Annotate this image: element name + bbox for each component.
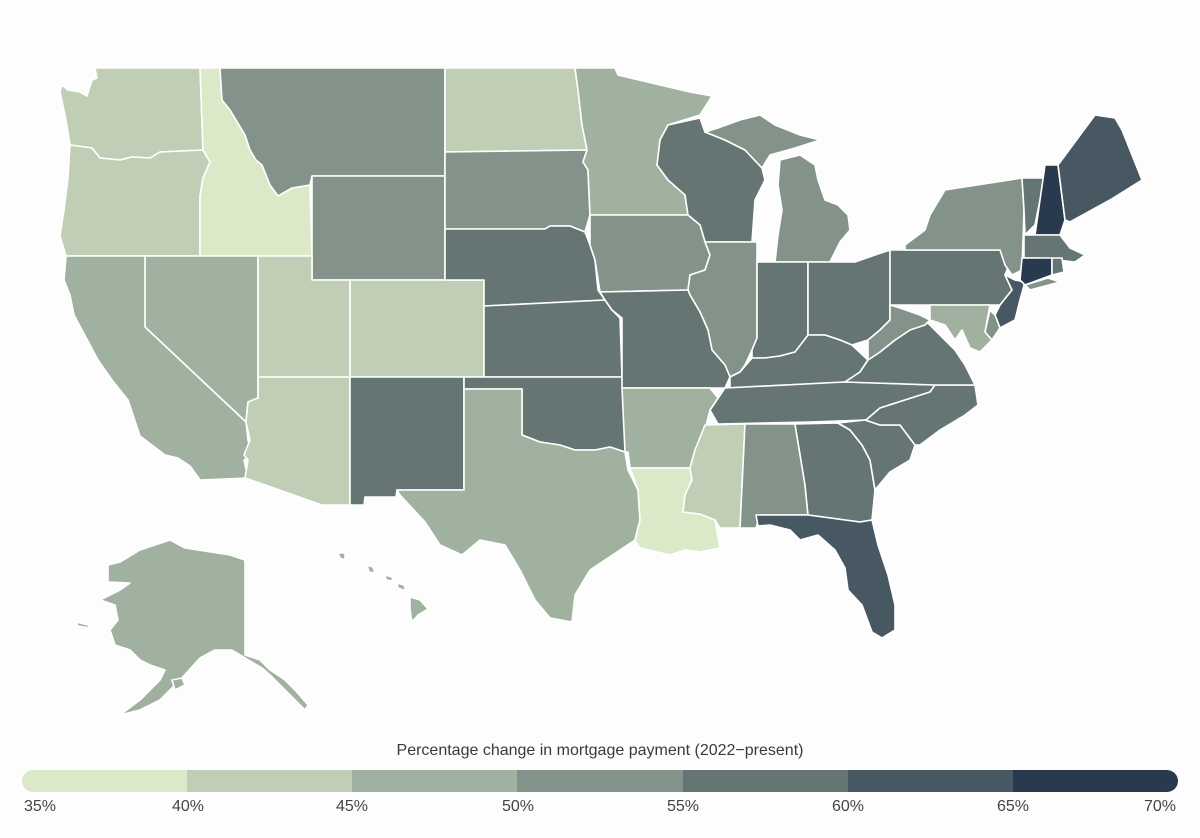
legend: Percentage change in mortgage payment (2… <box>0 730 1200 838</box>
state-mo[interactable] <box>599 289 731 389</box>
legend-tick: 35% <box>23 798 57 815</box>
state-pa[interactable] <box>889 249 1013 306</box>
legend-tick: 60% <box>831 798 865 815</box>
state-ny[interactable] <box>904 177 1025 276</box>
legend-bin-65-70 <box>1012 770 1178 792</box>
state-ri[interactable] <box>1051 257 1065 276</box>
state-ny-li[interactable] <box>1024 277 1061 291</box>
state-mi[interactable] <box>774 154 851 263</box>
state-nc[interactable] <box>864 384 979 446</box>
state-hi-2[interactable] <box>366 564 376 574</box>
legend-tick: 50% <box>501 798 535 815</box>
state-co[interactable] <box>349 279 485 378</box>
legend-tick: 45% <box>335 798 369 815</box>
state-nd[interactable] <box>444 67 588 153</box>
legend-color-bar <box>22 770 1178 792</box>
state-me[interactable] <box>1057 114 1143 223</box>
state-ak[interactable] <box>99 539 309 716</box>
state-in[interactable] <box>751 261 809 359</box>
state-hi-1[interactable] <box>337 552 346 561</box>
state-hi-5[interactable] <box>409 596 429 623</box>
state-fl[interactable] <box>755 514 896 639</box>
state-ks[interactable] <box>483 299 623 378</box>
legend-bin-40-45 <box>187 770 353 792</box>
legend-title: Percentage change in mortgage payment (2… <box>396 742 804 759</box>
legend-bin-35-40 <box>22 770 188 792</box>
state-mi-up[interactable] <box>704 114 821 169</box>
state-or[interactable] <box>59 144 211 257</box>
legend-ticks: 35% 40% 45% 50% 55% 60% 65% 70% <box>0 798 1200 818</box>
legend-tick: 65% <box>996 798 1030 815</box>
legend-bin-45-50 <box>352 770 518 792</box>
legend-bin-50-55 <box>517 770 683 792</box>
state-nm[interactable] <box>349 376 465 506</box>
state-az[interactable] <box>243 376 351 506</box>
legend-bin-55-60 <box>682 770 848 792</box>
state-ak-island[interactable] <box>171 677 186 691</box>
state-hi-3[interactable] <box>384 574 394 582</box>
state-hi-4[interactable] <box>396 582 407 592</box>
state-wy[interactable] <box>311 175 446 281</box>
state-ak-island2[interactable] <box>75 621 91 629</box>
legend-tick: 70% <box>1143 798 1177 815</box>
state-ct[interactable] <box>1019 257 1053 286</box>
us-choropleth-map <box>59 67 1143 716</box>
legend-bin-60-65 <box>847 770 1013 792</box>
legend-tick: 55% <box>666 798 700 815</box>
state-oh[interactable] <box>807 249 891 346</box>
state-tx[interactable] <box>396 388 641 623</box>
legend-tick: 40% <box>171 798 205 815</box>
state-md[interactable] <box>929 304 993 353</box>
state-sd[interactable] <box>444 149 591 233</box>
